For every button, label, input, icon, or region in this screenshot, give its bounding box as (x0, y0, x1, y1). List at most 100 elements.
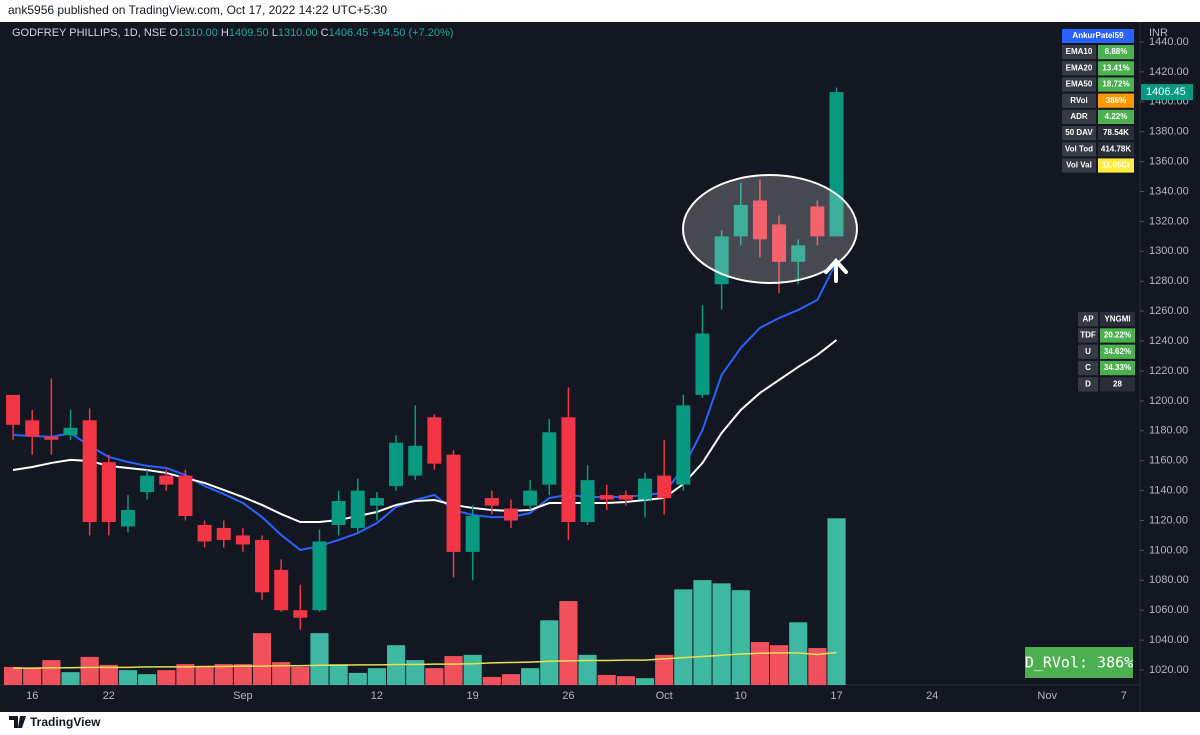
volume-bar (425, 668, 444, 685)
table-value: 20.22% (1104, 331, 1131, 340)
volume-bar (635, 678, 655, 685)
y-tick-label: 1160.00 (1149, 455, 1188, 467)
table-value: YNGMI (1104, 314, 1130, 323)
table-value-cell (1100, 328, 1135, 343)
rvol-box (1025, 647, 1133, 678)
y-axis-label: INR (1149, 27, 1168, 39)
volume-bar (348, 672, 367, 685)
x-tick-label: 22 (103, 690, 115, 702)
y-tick-label: 1380.00 (1149, 126, 1189, 138)
x-tick-label: 10 (735, 690, 747, 702)
volume-bar (367, 668, 386, 685)
table-label-cell (1062, 142, 1096, 157)
candle-body (523, 490, 538, 506)
table-value: 18.72% (1102, 80, 1129, 89)
volume-bar (808, 648, 827, 685)
high-value: 1409.50 (229, 27, 269, 39)
x-tick-label: 12 (371, 690, 383, 702)
open-value: 1310.00 (178, 27, 218, 39)
table-label: TDF (1080, 331, 1096, 340)
candle-body (561, 417, 576, 522)
volume-bar (693, 580, 712, 685)
candle-body (197, 524, 212, 542)
table-value: 4.22% (1105, 112, 1128, 121)
table-value-cell (1098, 77, 1134, 92)
plot (4, 87, 846, 685)
candle-body (542, 432, 557, 485)
table-label: 50 DAV (1065, 128, 1093, 137)
candle-body (618, 495, 633, 500)
volume-bar (157, 670, 176, 685)
table-value-cell (1098, 158, 1134, 173)
x-tick-label: Oct (656, 690, 673, 702)
candle-body (120, 510, 135, 527)
candle-body (25, 420, 40, 437)
volume-bar (559, 601, 578, 685)
volume-bar (501, 674, 521, 685)
volume-bar (731, 590, 750, 685)
table-value-cell (1100, 360, 1135, 376)
volume-bar (195, 666, 214, 685)
high-label: H (221, 27, 229, 39)
candle-body (6, 394, 21, 425)
y-tick-label: 1440.00 (1149, 36, 1189, 48)
volume-bar (4, 666, 23, 685)
y-tick-label: 1040.00 (1149, 634, 1189, 646)
volume-bar (827, 518, 846, 685)
table-label-cell (1078, 360, 1098, 376)
table-value-cell (1098, 109, 1134, 124)
volume-bar (655, 654, 674, 685)
annotation (682, 174, 858, 284)
table-value: 34.33% (1104, 363, 1131, 372)
table-value-cell (1098, 142, 1134, 157)
candle-body (752, 200, 767, 240)
candle-body (101, 462, 116, 522)
table-label-cell (1062, 109, 1096, 124)
x-tick-label: 7 (1121, 690, 1127, 702)
volume-bar (482, 676, 501, 685)
volume-average (13, 651, 837, 669)
rvol-text: D_RVol: 386% (1025, 654, 1133, 672)
low-label: L (272, 27, 278, 39)
table-value-cell (1100, 344, 1135, 359)
y-tick-label: 1320.00 (1149, 215, 1189, 227)
table-label-cell (1062, 93, 1096, 108)
arrow (824, 258, 848, 283)
volume-bar (310, 633, 329, 685)
y-tick-label: 1360.00 (1149, 156, 1189, 168)
candle-body (216, 527, 231, 540)
candle-body (638, 478, 653, 500)
y-tick-label: 1120.00 (1149, 514, 1188, 526)
candle-body (274, 569, 289, 611)
table-label-cell (1062, 126, 1096, 141)
y-tick-label: 1420.00 (1149, 66, 1189, 78)
table-label: Vol Tod (1065, 144, 1093, 153)
open-label: O (170, 27, 179, 39)
volume-bar (406, 660, 425, 685)
candle-body (44, 436, 59, 440)
table-value-cell (1098, 45, 1134, 60)
ema-line (13, 261, 838, 552)
table-label: EMA20 (1066, 63, 1093, 72)
volume-bar (176, 664, 195, 685)
table-value-cell (1100, 377, 1135, 392)
volume-bar (61, 672, 80, 685)
table-label: ADR (1070, 112, 1088, 121)
table-value: 414.78K (1101, 144, 1131, 153)
volume-bar (214, 664, 233, 685)
x-tick-label: 24 (926, 690, 938, 702)
volume-bar (597, 674, 616, 685)
table-value: 13.41% (1102, 63, 1129, 72)
volume-bar (521, 668, 540, 685)
candle-body (810, 206, 825, 237)
candle-body (503, 508, 518, 521)
candle-body (446, 454, 461, 552)
candle-body (369, 498, 384, 506)
candle-body (599, 495, 614, 500)
volume-bar (444, 656, 463, 685)
candle-body (465, 516, 480, 552)
volume-bar (578, 654, 597, 685)
table-label: AP (1082, 314, 1094, 323)
